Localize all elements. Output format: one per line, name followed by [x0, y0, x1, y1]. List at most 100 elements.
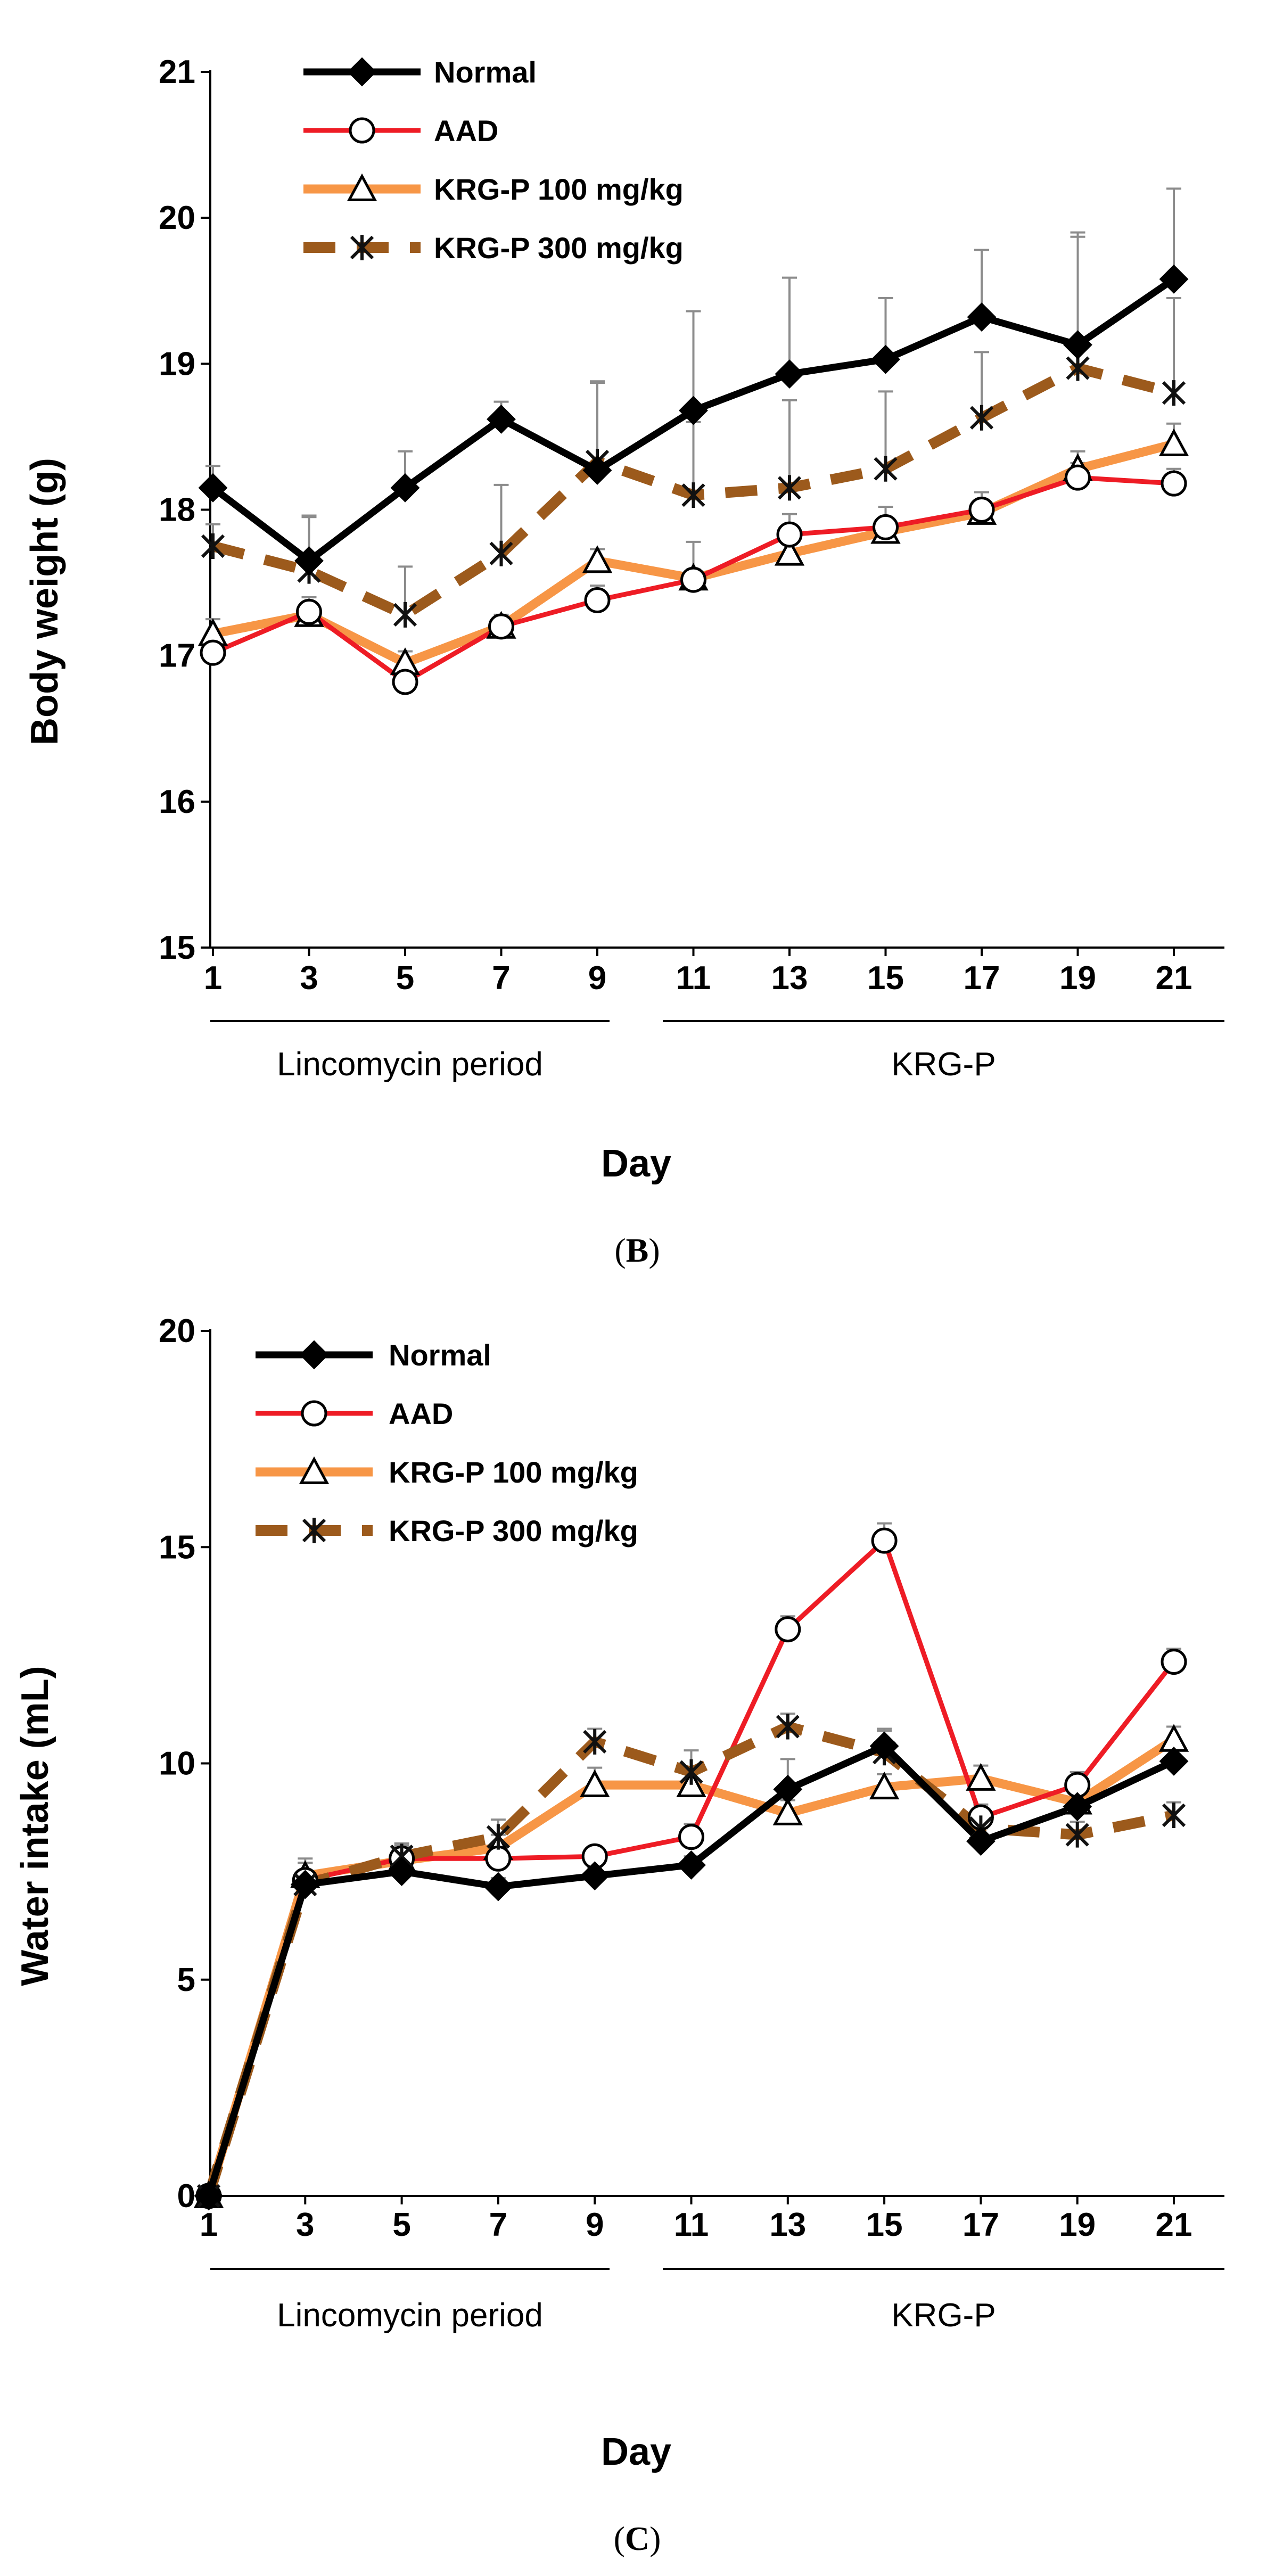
- water-intake-point-normal: [387, 1857, 417, 1887]
- water-intake-point-krg-p-100-mg-kg: [966, 1763, 996, 1791]
- body-weight-point-krg-p-300-mg-kg: [1066, 355, 1090, 381]
- water-intake-point-krg-p-100-mg-kg: [869, 1771, 900, 1800]
- body-weight-point-krg-p-300-mg-kg: [1162, 380, 1186, 406]
- body-weight-point-aad: [1161, 470, 1187, 497]
- body-weight-y-tick-label: 16: [159, 784, 195, 820]
- body-weight-point-normal: [967, 302, 997, 332]
- water-intake-point-krg-p-300-mg-kg: [1065, 1822, 1089, 1848]
- water-intake-point-normal: [194, 2181, 224, 2211]
- water-intake-series-line-krg-p-100-mg-kg: [204, 1735, 1177, 2198]
- body-weight-point-aad: [873, 514, 899, 540]
- water-intake-point-aad: [485, 1845, 512, 1872]
- water-intake-point-krg-p-300-mg-kg: [776, 1714, 800, 1740]
- water-intake-period-label: KRG-P: [891, 2297, 996, 2334]
- body-weight-point-aad: [200, 639, 226, 666]
- body-weight-point-krg-p-100-mg-kg: [1158, 428, 1189, 457]
- body-weight-point-krg-p-300-mg-kg: [969, 405, 994, 431]
- body-weight-x-tick-label: 17: [964, 960, 1000, 997]
- water-intake-x-tick-label: 5: [392, 2207, 410, 2243]
- body-weight-point-krg-p-300-mg-kg: [393, 602, 417, 628]
- body-weight-point-normal: [871, 344, 900, 374]
- panel-label-b-letter: B: [626, 1231, 649, 1269]
- water-intake-point-normal: [1159, 1747, 1189, 1776]
- water-intake-point-normal: [773, 1774, 803, 1804]
- panel-label-b-open: (: [614, 1231, 626, 1269]
- water-intake-point-aad: [678, 1824, 704, 1850]
- water-intake-point-normal: [677, 1850, 706, 1880]
- water-intake-legend-label-krg-p-100-mg-kg: KRG-P 100 mg/kg: [389, 1455, 638, 1489]
- body-weight-x-tick-label: 15: [867, 960, 904, 997]
- body-weight-point-normal: [487, 405, 516, 434]
- body-weight-point-krg-p-300-mg-kg: [201, 533, 225, 559]
- body-weight-point-aad: [1065, 464, 1091, 491]
- body-weight-point-krg-p-300-mg-kg: [874, 456, 898, 482]
- body-weight-y-tick-label: 17: [159, 638, 195, 674]
- water-intake-x-tick-label: 9: [586, 2207, 604, 2243]
- body-weight-y-tick-label: 18: [159, 492, 195, 529]
- body-weight-legend-marker-aad: [349, 117, 375, 144]
- water-intake-x-tick-label: 11: [674, 2207, 709, 2243]
- water-intake-period-label: Lincomycin period: [277, 2297, 543, 2334]
- water-intake-point-normal: [580, 1861, 610, 1891]
- body-weight-x-tick-label: 1: [204, 960, 222, 997]
- body-weight-legend-label-krg-p-300-mg-kg: KRG-P 300 mg/kg: [434, 231, 684, 265]
- water-intake-legend-marker-krg-p-300-mg-kg: [302, 1518, 326, 1543]
- body-weight-point-normal: [582, 456, 612, 485]
- body-weight-x-tick-label: 9: [588, 960, 606, 997]
- body-weight-x-tick-label: 11: [676, 960, 711, 997]
- water-intake-point-krg-p-300-mg-kg: [679, 1759, 703, 1785]
- body-weight-legend-marker-normal: [347, 57, 377, 87]
- water-intake-point-krg-p-300-mg-kg: [1162, 1803, 1186, 1828]
- body-weight-x-tick-label: 21: [1156, 960, 1192, 997]
- body-weight-x-tick-label: 19: [1059, 960, 1096, 997]
- water-intake-x-tick-label: 15: [866, 2207, 903, 2243]
- body-weight-y-tick-label: 19: [159, 345, 195, 382]
- water-intake-x-axis-title: Day: [601, 2431, 671, 2473]
- body-weight-point-normal: [294, 546, 324, 575]
- water-intake-legend-marker-krg-p-100-mg-kg: [299, 1456, 330, 1484]
- body-weight-point-normal: [390, 473, 420, 503]
- body-weight-x-tick-label: 13: [771, 960, 808, 997]
- body-weight-x-axis-title: Day: [601, 1142, 671, 1185]
- water-intake-point-normal: [966, 1826, 996, 1856]
- water-intake-y-tick-label: 10: [159, 1746, 195, 1782]
- water-intake-point-aad: [871, 1527, 898, 1554]
- water-intake-x-tick-label: 3: [296, 2207, 314, 2243]
- body-weight-x-tick-label: 3: [300, 960, 318, 997]
- water-intake-x-tick-label: 21: [1156, 2207, 1192, 2243]
- body-weight-point-aad: [680, 566, 706, 593]
- body-weight-legend-label-krg-p-100-mg-kg: KRG-P 100 mg/kg: [434, 172, 684, 206]
- water-intake-legend-label-aad: AAD: [389, 1397, 453, 1430]
- body-weight-legend-marker-krg-p-300-mg-kg: [350, 235, 374, 260]
- panel-label-c-letter: C: [625, 2520, 649, 2557]
- body-weight-point-krg-p-100-mg-kg: [582, 545, 613, 573]
- water-intake-x-tick-label: 1: [200, 2207, 218, 2243]
- body-weight-point-aad: [776, 521, 803, 548]
- water-intake-y-tick-label: 15: [159, 1529, 195, 1566]
- water-intake-point-aad: [775, 1616, 801, 1643]
- water-intake-y-tick-label: 5: [177, 1962, 195, 1998]
- body-weight-legend-label-normal: Normal: [434, 55, 537, 89]
- water-intake-point-krg-p-100-mg-kg: [772, 1797, 803, 1825]
- water-intake-point-krg-p-100-mg-kg: [580, 1769, 610, 1798]
- body-weight-point-normal: [198, 473, 228, 503]
- water-intake-x-tick-label: 13: [769, 2207, 806, 2243]
- water-intake-point-aad: [1161, 1649, 1187, 1675]
- water-intake-point-normal: [1063, 1792, 1092, 1822]
- body-weight-point-normal: [775, 359, 804, 389]
- body-weight-point-aad: [296, 598, 322, 625]
- body-weight-point-aad: [968, 497, 995, 523]
- panel-label-b: (B): [614, 1231, 660, 1269]
- body-weight-point-normal: [679, 396, 708, 425]
- water-intake-y-tick-label: 20: [159, 1313, 195, 1349]
- water-intake-x-tick-label: 7: [489, 2207, 507, 2243]
- water-intake-point-normal: [869, 1731, 899, 1761]
- body-weight-legend-label-aad: AAD: [434, 114, 498, 147]
- body-weight-point-aad: [488, 613, 514, 640]
- body-weight-y-tick-label: 20: [159, 200, 195, 236]
- panel-label-c-open: (: [614, 2520, 625, 2557]
- body-weight-point-krg-p-300-mg-kg: [489, 540, 513, 566]
